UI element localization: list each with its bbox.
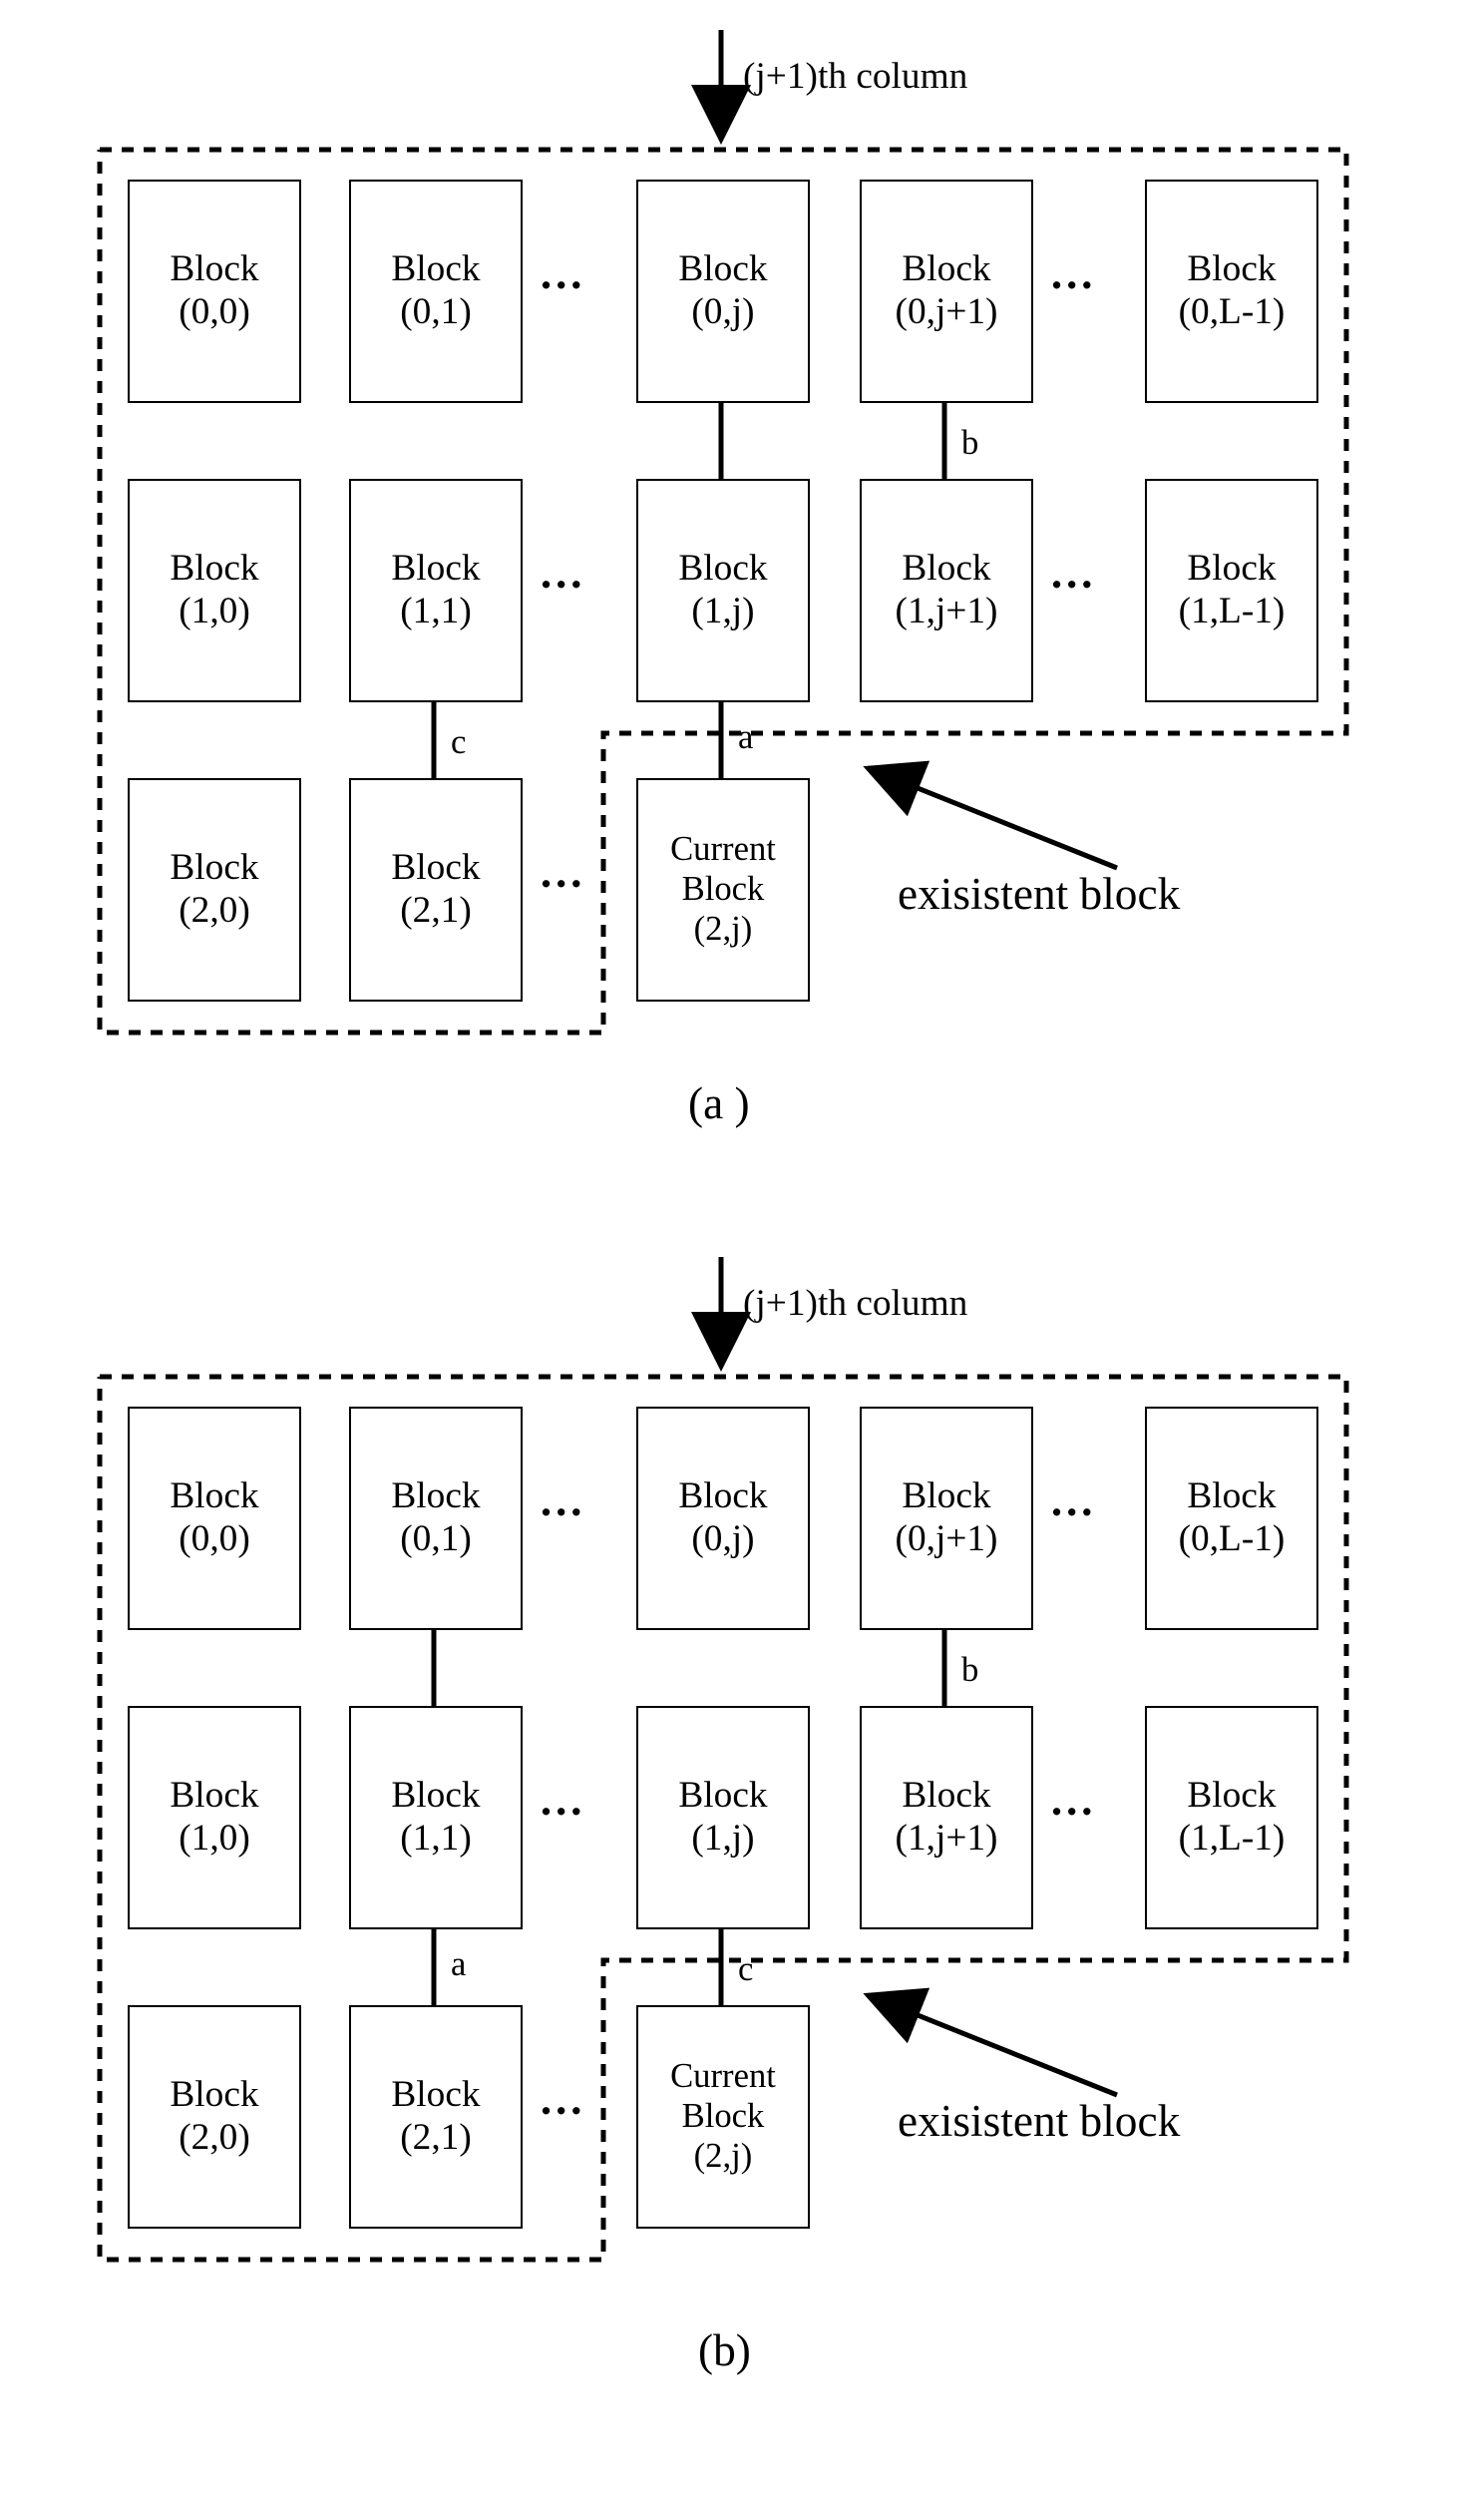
block-label-l1: Block bbox=[391, 1775, 480, 1818]
dots: ··· bbox=[1049, 1786, 1094, 1838]
block-b-1-0: Block (1,0) bbox=[128, 1706, 301, 1929]
figure-canvas: (j+1)th column Block (0,0) Block (0,1) ·… bbox=[0, 0, 1484, 2497]
block-label-l2: (1,j) bbox=[691, 1818, 754, 1861]
block-label-l1: Current bbox=[670, 2057, 776, 2097]
panel-b-legend-arrow bbox=[868, 1995, 1117, 2095]
block-label-l2: (1,j+1) bbox=[896, 1818, 998, 1861]
panel-b-legend: exisistent block bbox=[898, 2095, 1180, 2147]
panel-b-caption: (b) bbox=[698, 2324, 751, 2376]
block-b-1-1: Block (1,1) bbox=[349, 1706, 523, 1929]
block-label-l2: (0,L-1) bbox=[1179, 1518, 1286, 1561]
block-b-0-1: Block (0,1) bbox=[349, 1407, 523, 1630]
block-label-l1: Block bbox=[170, 1775, 258, 1818]
block-b-1-j1: Block (1,j+1) bbox=[860, 1706, 1033, 1929]
block-label-l3: (2,j) bbox=[694, 2137, 753, 2177]
block-label-l1: Block bbox=[1187, 1775, 1276, 1818]
dots: ··· bbox=[539, 1486, 583, 1538]
block-b-2-0: Block (2,0) bbox=[128, 2005, 301, 2229]
block-label-l1: Block bbox=[391, 1475, 480, 1518]
block-label-l1: Block bbox=[902, 1775, 990, 1818]
dots: ··· bbox=[1049, 1486, 1094, 1538]
block-label-l1: Block bbox=[391, 2074, 480, 2117]
panel-b-edge-label-a: a bbox=[451, 1945, 466, 1984]
block-b-0-j: Block (0,j) bbox=[636, 1407, 810, 1630]
block-label-l2: (0,1) bbox=[400, 1518, 472, 1561]
panel-b-column-label: (j+1)th column bbox=[743, 1282, 967, 1325]
block-label-l2: Block bbox=[682, 2097, 765, 2137]
block-b-1-L: Block (1,L-1) bbox=[1145, 1706, 1318, 1929]
block-b-0-j1: Block (0,j+1) bbox=[860, 1407, 1033, 1630]
dots: ··· bbox=[539, 2085, 583, 2137]
block-label-l2: (0,j+1) bbox=[896, 1518, 998, 1561]
block-label-l2: (2,1) bbox=[400, 2117, 472, 2160]
block-label-l2: (0,0) bbox=[179, 1518, 250, 1561]
block-label-l1: Block bbox=[170, 1475, 258, 1518]
block-label-l2: (2,0) bbox=[179, 2117, 250, 2160]
dots: ··· bbox=[539, 1786, 583, 1838]
panel-b-edge-label-b: b bbox=[961, 1651, 978, 1690]
block-label-l2: (0,j) bbox=[691, 1518, 754, 1561]
block-b-current: Current Block (2,j) bbox=[636, 2005, 810, 2229]
block-label-l1: Block bbox=[902, 1475, 990, 1518]
block-label-l2: (1,L-1) bbox=[1179, 1818, 1286, 1861]
block-b-2-1: Block (2,1) bbox=[349, 2005, 523, 2229]
block-label-l1: Block bbox=[1187, 1475, 1276, 1518]
block-label-l1: Block bbox=[170, 2074, 258, 2117]
panel-b-edge-label-c: c bbox=[738, 1950, 753, 1989]
block-b-0-0: Block (0,0) bbox=[128, 1407, 301, 1630]
block-label-l2: (1,1) bbox=[400, 1818, 472, 1861]
block-label-l1: Block bbox=[678, 1475, 767, 1518]
block-b-1-j: Block (1,j) bbox=[636, 1706, 810, 1929]
block-label-l2: (1,0) bbox=[179, 1818, 250, 1861]
block-b-0-L: Block (0,L-1) bbox=[1145, 1407, 1318, 1630]
block-label-l1: Block bbox=[678, 1775, 767, 1818]
